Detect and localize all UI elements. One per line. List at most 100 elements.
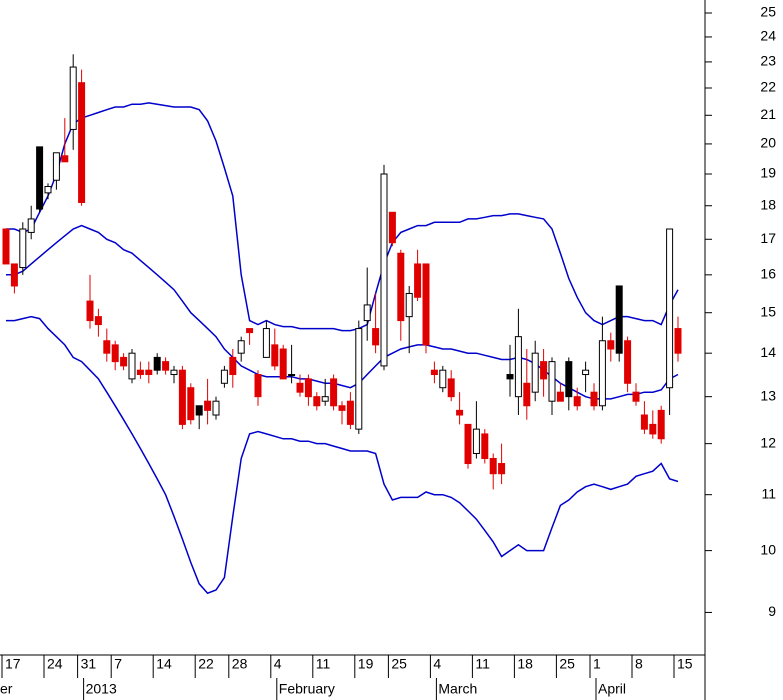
- candle-body: [624, 340, 632, 384]
- x-tick-label: 24: [47, 656, 63, 672]
- candle-body: [531, 352, 539, 393]
- y-tick-label: 20: [760, 135, 776, 151]
- candle-body: [178, 369, 186, 425]
- y-tick-label: 22: [760, 79, 776, 95]
- candle-body: [61, 155, 69, 163]
- x-tick-label: 4: [274, 656, 282, 672]
- candle-body: [430, 369, 438, 376]
- candle-body: [220, 369, 228, 384]
- candle-body: [136, 369, 144, 376]
- candle-body: [422, 263, 430, 346]
- candle-body: [447, 378, 455, 398]
- x-tick-label: 14: [156, 656, 172, 672]
- candle-body: [187, 387, 195, 421]
- candle-body: [204, 400, 212, 411]
- candle-body: [195, 405, 203, 416]
- candle-body: [254, 374, 262, 398]
- candle-body: [657, 409, 665, 440]
- candle-body: [388, 211, 396, 244]
- candle-body: [2, 228, 10, 265]
- candle-body: [153, 356, 161, 371]
- candle-body: [632, 391, 640, 402]
- candle-body: [380, 173, 388, 367]
- x-tick-label: 28: [232, 656, 248, 672]
- month-label: April: [598, 681, 626, 697]
- x-tick-label: 11: [316, 656, 331, 672]
- x-tick-label: 17: [5, 656, 21, 672]
- month-label: March: [438, 681, 477, 697]
- x-tick-label: 31: [81, 656, 97, 672]
- candle-body: [556, 391, 564, 402]
- candle-body: [506, 374, 514, 380]
- candle-body: [36, 146, 44, 210]
- candle-body: [27, 218, 35, 233]
- candle-body: [582, 369, 590, 376]
- y-tick-label: 16: [760, 266, 776, 282]
- x-tick-label: 11: [475, 656, 490, 672]
- candle-body: [313, 396, 321, 407]
- candle-body: [296, 382, 304, 393]
- month-label: 2013: [86, 681, 117, 697]
- candle-body: [523, 382, 531, 407]
- x-tick-label: 8: [635, 656, 643, 672]
- candle-body: [565, 361, 573, 398]
- candle-body: [498, 463, 506, 475]
- candle-body: [640, 414, 648, 430]
- candle-body: [94, 316, 102, 326]
- candle-body: [372, 328, 380, 346]
- candle-body: [414, 263, 422, 298]
- candle-body: [363, 304, 371, 322]
- x-tick-label: 15: [677, 656, 693, 672]
- candle-body: [10, 263, 18, 287]
- y-tick-label: 12: [760, 434, 776, 450]
- candle-body: [162, 361, 170, 371]
- candle-body: [288, 374, 296, 377]
- candle-body: [212, 400, 220, 416]
- y-tick-label: 9: [768, 603, 776, 619]
- month-label: er: [0, 681, 13, 697]
- candle-body: [103, 340, 111, 354]
- bollinger-lower: [6, 315, 679, 595]
- x-tick-label: 19: [358, 656, 374, 672]
- candle-body: [111, 344, 119, 363]
- candle-body: [304, 378, 312, 398]
- candle-body: [69, 66, 77, 130]
- y-tick-label: 18: [760, 196, 776, 212]
- y-tick-label: 24: [760, 28, 776, 44]
- candle-body: [573, 396, 581, 407]
- x-tick-label: 18: [517, 656, 533, 672]
- plot-area: [2, 54, 682, 595]
- candle-body: [514, 336, 522, 398]
- candle-body: [229, 356, 237, 376]
- candle-body: [548, 361, 556, 402]
- candle-body: [405, 292, 413, 318]
- candle-body: [128, 352, 136, 380]
- y-tick-label: 23: [760, 53, 776, 69]
- y-tick-label: 10: [760, 541, 776, 557]
- candle-body: [52, 152, 60, 181]
- candle-body: [78, 82, 86, 203]
- candle-body: [674, 328, 682, 354]
- x-tick-label: 25: [391, 656, 407, 672]
- x-tick-label: 25: [559, 656, 575, 672]
- candle-body: [456, 409, 464, 416]
- candle-body: [246, 328, 254, 334]
- candle-body: [145, 369, 153, 376]
- candle-body: [346, 400, 354, 425]
- candle-body: [262, 328, 270, 358]
- candle-body: [44, 185, 52, 194]
- candle-body: [170, 369, 178, 376]
- x-tick-label: 1: [593, 656, 601, 672]
- candle-body: [439, 369, 447, 389]
- candle-body: [338, 405, 346, 411]
- month-label: February: [279, 681, 335, 697]
- bollinger-upper: [6, 102, 679, 332]
- candle-body: [615, 285, 623, 354]
- y-tick-label: 15: [760, 303, 776, 319]
- candle-body: [279, 348, 287, 380]
- candle-body: [649, 423, 657, 435]
- y-tick-label: 11: [761, 485, 776, 501]
- candle-body: [598, 340, 606, 407]
